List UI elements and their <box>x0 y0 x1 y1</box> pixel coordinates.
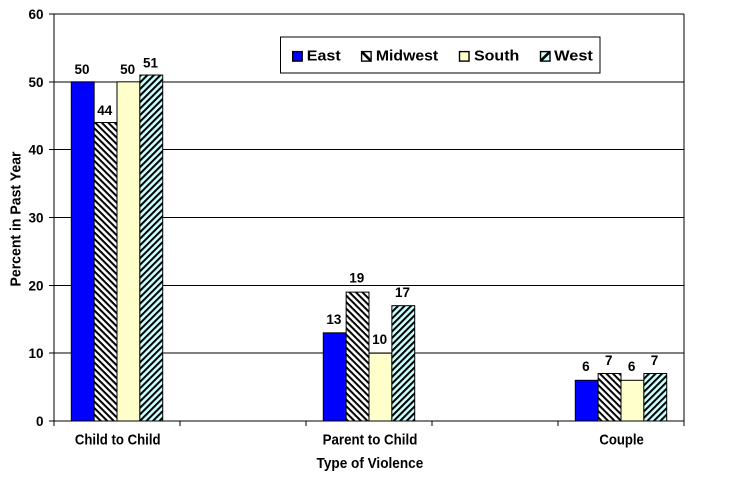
svg-text:19: 19 <box>349 271 364 286</box>
svg-text:6: 6 <box>582 359 590 374</box>
svg-text:13: 13 <box>326 312 342 327</box>
svg-text:6: 6 <box>628 359 636 374</box>
svg-text:Midwest: Midwest <box>376 47 438 64</box>
svg-text:7: 7 <box>605 353 613 368</box>
svg-text:Parent to Child: Parent to Child <box>323 432 418 449</box>
svg-text:10: 10 <box>28 346 43 361</box>
svg-text:10: 10 <box>372 332 387 347</box>
svg-text:West: West <box>554 47 593 64</box>
svg-text:44: 44 <box>97 103 113 118</box>
svg-text:0: 0 <box>36 414 44 429</box>
svg-text:40: 40 <box>28 143 43 158</box>
svg-text:Couple: Couple <box>599 432 644 449</box>
svg-text:South: South <box>474 47 519 64</box>
svg-text:Child to Child: Child to Child <box>75 432 161 449</box>
svg-text:50: 50 <box>74 62 89 77</box>
svg-text:50: 50 <box>28 75 43 90</box>
svg-text:17: 17 <box>395 285 410 300</box>
svg-text:60: 60 <box>28 7 43 22</box>
svg-text:30: 30 <box>28 211 43 226</box>
svg-text:50: 50 <box>120 62 135 77</box>
svg-text:7: 7 <box>651 353 659 368</box>
svg-text:East: East <box>307 47 341 64</box>
svg-text:51: 51 <box>143 55 159 70</box>
svg-text:Type of Violence: Type of Violence <box>317 455 424 472</box>
svg-text:20: 20 <box>28 278 43 293</box>
svg-text:Percent in Past Year: Percent in Past Year <box>8 151 25 286</box>
